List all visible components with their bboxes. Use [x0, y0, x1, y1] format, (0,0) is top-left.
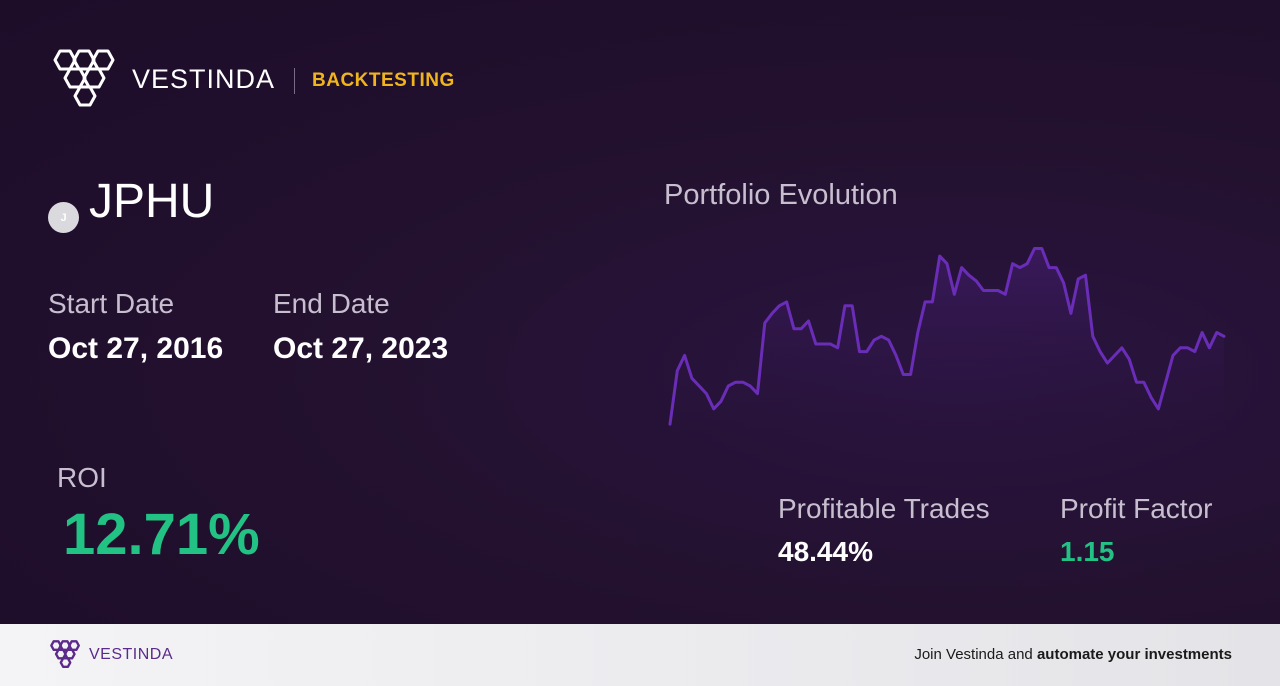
brand-divider [294, 68, 295, 94]
vestinda-footer-logo-icon[interactable] [48, 639, 84, 671]
backtest-card: VESTINDA BACKTESTING J JPHU Start Date O… [0, 0, 1280, 624]
footer-cta-prefix: Join Vestinda and [914, 646, 1037, 663]
profitable-trades-value: 48.44% [778, 536, 873, 567]
profit-factor-label: Profit Factor [1060, 493, 1213, 524]
portfolio-line [668, 247, 1226, 426]
start-date-label: Start Date [48, 288, 175, 319]
brand-name: VESTINDA [132, 64, 276, 94]
footer-cta-bold: automate your investments [1036, 646, 1232, 663]
profitable-trades-label: Profitable Trades [778, 493, 990, 524]
footer-cta[interactable]: Join Vestinda and automate your investme… [914, 646, 1232, 663]
vestinda-logo-icon[interactable] [48, 47, 124, 113]
roi-value: 12.71% [63, 502, 260, 567]
roi-label: ROI [57, 462, 107, 493]
chart-area-fill [670, 248, 1224, 440]
end-date-label: End Date [273, 288, 390, 319]
start-date-value: Oct 27, 2016 [48, 332, 224, 365]
footer-brand-name[interactable]: VESTINDA [89, 646, 174, 663]
ticker-symbol: JPHU [89, 175, 215, 228]
footer: VESTINDA Join Vestinda and automate your… [0, 624, 1280, 686]
profit-factor-value: 1.15 [1060, 536, 1115, 567]
portfolio-evolution-chart [668, 247, 1226, 440]
product-name: BACKTESTING [312, 70, 455, 91]
chart-title: Portfolio Evolution [664, 179, 898, 211]
ticker-badge: J [48, 202, 79, 233]
end-date-value: Oct 27, 2023 [273, 332, 449, 365]
